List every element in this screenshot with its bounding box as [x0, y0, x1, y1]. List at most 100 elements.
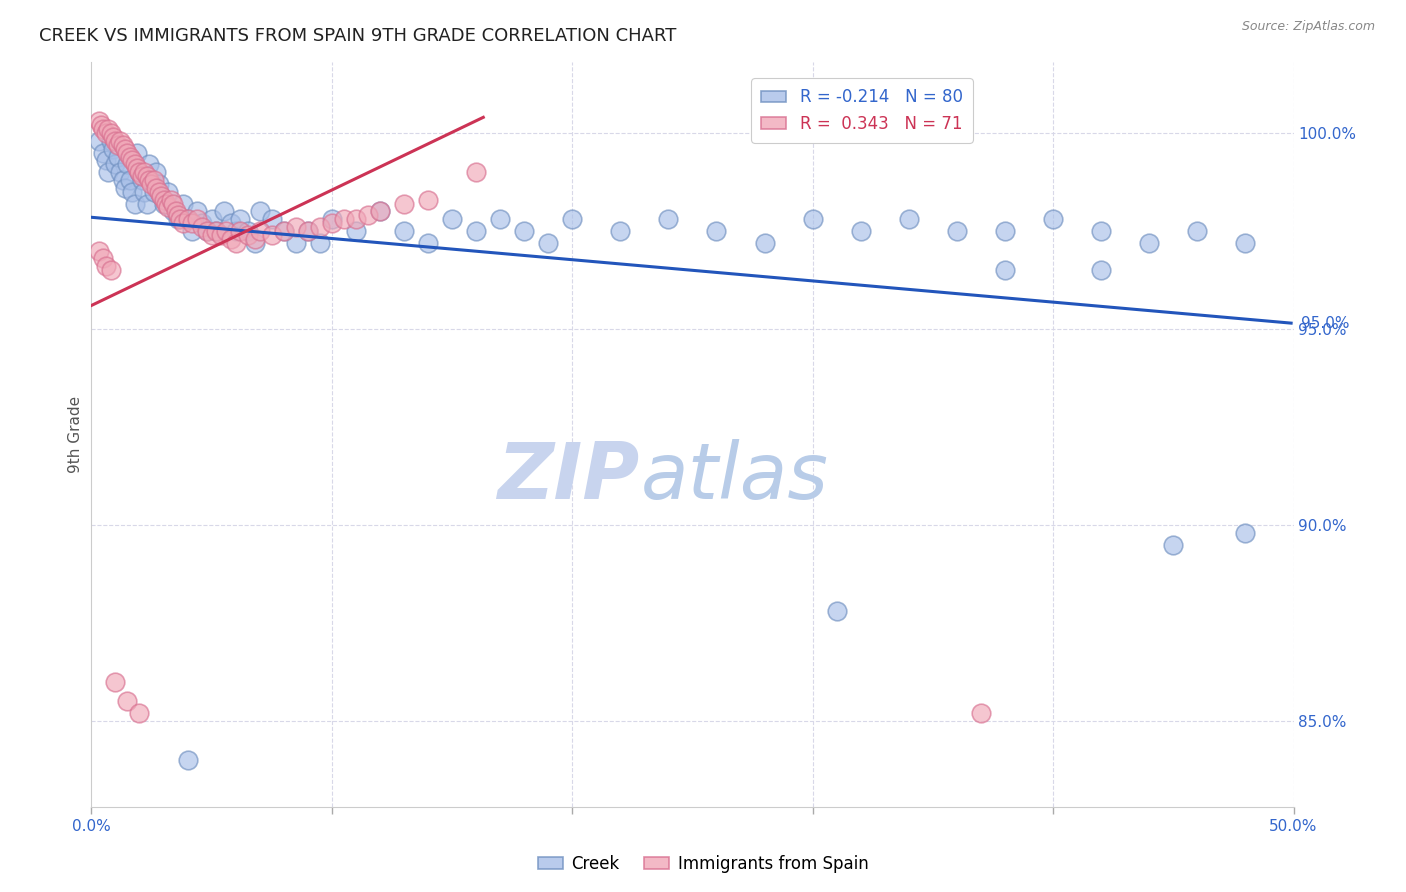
Point [994, 263, 1017, 277]
Point [205, 224, 228, 238]
Point [212, 204, 235, 219]
Point [236, 227, 259, 242]
Point [416, 193, 439, 207]
Point [1090, 263, 1112, 277]
Point [128, 165, 150, 179]
Point [657, 212, 679, 227]
Point [357, 208, 380, 222]
Point [1161, 538, 1184, 552]
Point [131, 173, 153, 187]
Point [162, 196, 184, 211]
Point [97, 165, 120, 179]
Point [141, 173, 163, 187]
Point [201, 227, 224, 242]
Point [176, 212, 198, 227]
Point [994, 224, 1017, 238]
Point [195, 224, 218, 238]
Point [1234, 525, 1257, 540]
Point [121, 185, 143, 199]
Point [333, 212, 356, 227]
Point [416, 235, 439, 250]
Point [609, 224, 631, 238]
Point [186, 212, 208, 227]
Point [225, 224, 247, 238]
Point [181, 224, 204, 238]
Point [104, 157, 127, 171]
Point [209, 227, 232, 242]
Point [101, 142, 124, 156]
Point [219, 216, 242, 230]
Point [145, 181, 167, 195]
Point [284, 235, 307, 250]
Point [152, 196, 174, 211]
Point [215, 224, 238, 238]
Point [117, 145, 139, 160]
Point [107, 149, 129, 163]
Point [135, 196, 157, 211]
Point [128, 706, 150, 721]
Point [100, 126, 122, 140]
Point [94, 153, 117, 168]
Point [117, 157, 139, 171]
Point [134, 185, 156, 199]
Point [111, 173, 134, 187]
Point [162, 204, 184, 219]
Point [141, 177, 163, 191]
Point [87, 134, 110, 148]
Point [138, 173, 160, 187]
Text: 95.0%: 95.0% [1301, 316, 1350, 331]
Point [150, 188, 173, 202]
Point [145, 165, 167, 179]
Point [118, 149, 141, 163]
Text: Source: ZipAtlas.com: Source: ZipAtlas.com [1241, 20, 1375, 33]
Point [1042, 212, 1064, 227]
Point [93, 122, 115, 136]
Point [128, 165, 150, 179]
Text: atlas: atlas [641, 439, 830, 516]
Point [155, 196, 177, 211]
Point [465, 224, 488, 238]
Point [131, 169, 153, 183]
Point [229, 224, 252, 238]
Point [104, 674, 127, 689]
Point [201, 212, 224, 227]
Point [537, 235, 560, 250]
Point [125, 161, 148, 176]
Point [321, 212, 343, 227]
Point [229, 212, 252, 227]
Point [125, 145, 148, 160]
Point [165, 204, 187, 219]
Point [225, 235, 247, 250]
Point [970, 706, 993, 721]
Point [118, 173, 141, 187]
Point [236, 224, 259, 238]
Point [249, 204, 271, 219]
Point [176, 212, 198, 227]
Point [100, 134, 122, 148]
Point [157, 201, 180, 215]
Point [121, 153, 143, 168]
Point [94, 260, 117, 274]
Point [513, 224, 536, 238]
Point [104, 134, 127, 148]
Point [114, 142, 136, 156]
Point [344, 224, 367, 238]
Y-axis label: 9th Grade: 9th Grade [67, 396, 83, 474]
Point [273, 224, 295, 238]
Point [297, 224, 319, 238]
Point [1090, 224, 1112, 238]
Point [157, 185, 180, 199]
Legend: R = -0.214   N = 80, R =  0.343   N = 71: R = -0.214 N = 80, R = 0.343 N = 71 [751, 78, 973, 143]
Point [124, 196, 146, 211]
Point [135, 169, 157, 183]
Point [117, 694, 139, 708]
Point [440, 212, 463, 227]
Point [100, 263, 122, 277]
Point [142, 173, 165, 187]
Point [176, 753, 198, 767]
Text: CREEK VS IMMIGRANTS FROM SPAIN 9TH GRADE CORRELATION CHART: CREEK VS IMMIGRANTS FROM SPAIN 9TH GRADE… [39, 27, 676, 45]
Point [561, 212, 583, 227]
Point [897, 212, 920, 227]
Point [392, 224, 415, 238]
Point [489, 212, 512, 227]
